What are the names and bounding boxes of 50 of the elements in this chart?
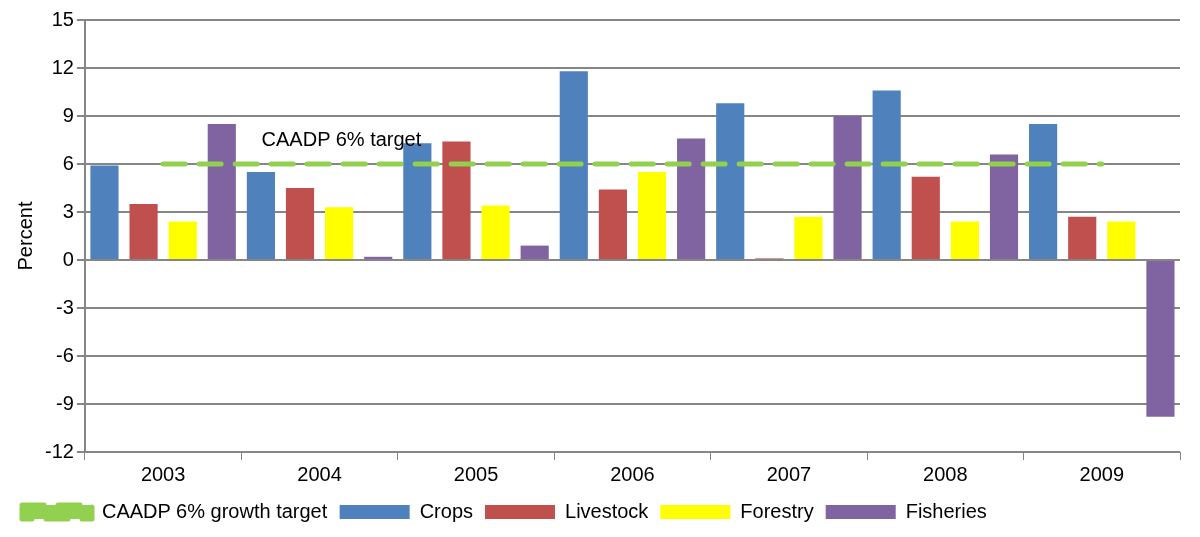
x-tick-label: 2005: [453, 462, 499, 485]
y-tick-label: 9: [62, 103, 74, 126]
bar: [129, 204, 158, 259]
legend-label: CAADP 6% growth target: [102, 499, 328, 522]
legend-label: Livestock: [565, 499, 650, 522]
y-tick-label: -12: [45, 439, 74, 462]
bar: [481, 205, 510, 259]
annotation: CAADP 6% target: [261, 127, 422, 150]
legend-label: Crops: [419, 499, 474, 522]
x-tick-label: 2004: [297, 462, 342, 485]
y-tick-label: 12: [51, 55, 74, 78]
x-tick-label: 2003: [140, 462, 186, 485]
bar: [246, 172, 275, 259]
x-tick-label: 2008: [923, 462, 968, 485]
bar: [950, 221, 979, 259]
y-tick-label: -6: [56, 343, 74, 366]
bar: [716, 103, 745, 259]
bar: [285, 188, 315, 259]
bar: [364, 256, 393, 259]
bar: [559, 71, 588, 259]
bar: [168, 221, 197, 259]
bar: [1146, 261, 1175, 417]
y-tick-label: 15: [51, 7, 74, 30]
x-tick-label: 2009: [1079, 462, 1125, 485]
x-tick-label: 2007: [766, 462, 812, 485]
y-tick-label: 0: [62, 247, 74, 270]
bar: [442, 141, 471, 259]
y-axis-title: Percent: [13, 201, 36, 271]
bar: [90, 165, 119, 259]
bar: [989, 154, 1019, 259]
legend-label: Forestry: [740, 499, 814, 522]
y-tick-label: -3: [56, 295, 74, 318]
bar: [207, 124, 236, 259]
bar: [872, 90, 901, 259]
bar: [1068, 216, 1097, 259]
y-tick-label: 3: [62, 199, 74, 222]
bar: [637, 172, 667, 259]
bar: [833, 116, 862, 259]
bar: [325, 207, 354, 259]
bar: [598, 189, 627, 259]
bar: [677, 138, 706, 259]
y-tick-label: 6: [62, 151, 74, 174]
y-tick-label: -9: [56, 391, 74, 414]
bar: [1107, 221, 1136, 259]
legend-label: Fisheries: [905, 499, 987, 522]
bar: [1029, 124, 1058, 259]
bar: [794, 216, 823, 259]
bar: [520, 245, 549, 259]
bar: [911, 176, 940, 259]
x-tick-label: 2006: [610, 462, 655, 485]
